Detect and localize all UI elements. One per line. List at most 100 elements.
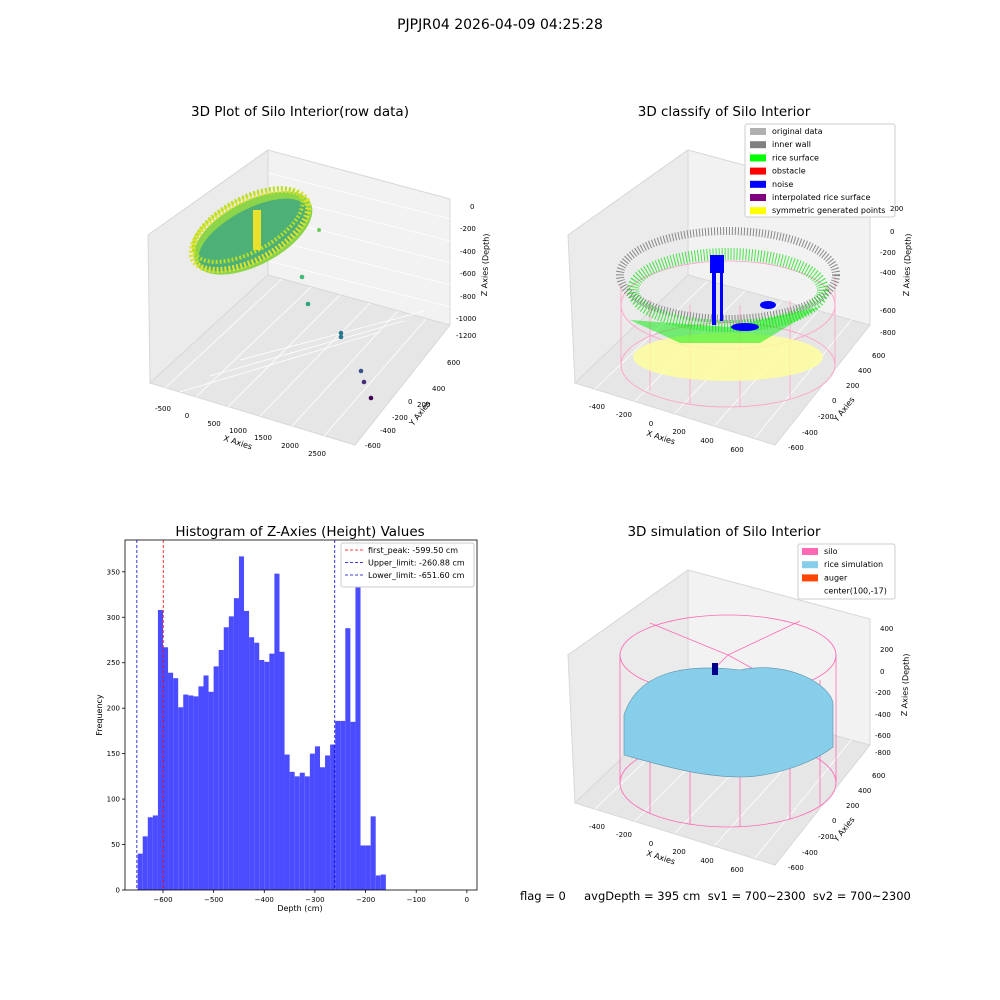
svg-text:0: 0 (880, 668, 884, 676)
histogram-bar (152, 815, 158, 890)
histogram-x-tick-label: −600 (153, 896, 172, 904)
svg-text:200: 200 (672, 428, 685, 436)
svg-text:-200: -200 (616, 411, 632, 419)
sim-z-label: Z Axies (Depth) (900, 653, 911, 716)
svg-text:0: 0 (470, 203, 474, 211)
raw-z-ticks: 0 -200 -400 -600 -800 -1000 -1200 (456, 203, 476, 340)
svg-text:-200: -200 (875, 689, 891, 697)
svg-text:500: 500 (207, 420, 220, 428)
footer-stats: flag = 0 avgDepth = 395 cm sv1 = 700~230… (520, 889, 911, 903)
svg-text:-800: -800 (875, 749, 891, 757)
simulation-legend: silo rice simulation auger center(100,-17) (797, 543, 896, 600)
classify-z-ticks: 200 0 -200 -400 -600 -800 (880, 205, 903, 337)
histogram-bar (193, 696, 199, 890)
simulation-panel-title: 3D simulation of Silo Interior (627, 524, 821, 540)
histogram-bar (223, 627, 229, 890)
svg-text:200: 200 (890, 205, 903, 213)
histogram-bar (284, 754, 290, 890)
histogram-bar (228, 616, 234, 890)
histogram-legend-label: Upper_limit: -260.88 cm (368, 559, 465, 568)
raw-x-ticks: -500 0 500 1000 1500 2000 2500 (155, 405, 326, 458)
histogram-bar (183, 694, 189, 890)
svg-text:0: 0 (408, 398, 412, 406)
svg-text:200: 200 (672, 848, 685, 856)
histogram-bar (330, 744, 336, 890)
histogram-frame (124, 539, 478, 891)
histogram-bar (314, 746, 320, 890)
svg-text:400: 400 (858, 367, 871, 375)
histogram-bar (269, 653, 275, 890)
svg-text:-200: -200 (392, 414, 408, 422)
svg-text:400: 400 (700, 437, 713, 445)
svg-text:-600: -600 (460, 270, 476, 278)
sim-x-ticks: -400 -200 0 200 400 600 (589, 823, 744, 874)
classify-legend-label: obstacle (772, 167, 806, 176)
svg-text:-200: -200 (880, 249, 896, 257)
classify-legend-label: rice surface (772, 153, 819, 162)
histogram-bar (289, 771, 295, 890)
classify-legend-swatch (750, 128, 766, 135)
classify-legend-label: original data (772, 127, 823, 136)
svg-text:400: 400 (858, 787, 871, 795)
sim-y-ticks: 600 400 200 0 -200 -400 -600 (788, 772, 885, 872)
histogram-bar (208, 691, 214, 890)
svg-text:600: 600 (872, 772, 885, 780)
histogram-bar (340, 720, 346, 890)
histogram-bar (335, 720, 341, 890)
classify-legend-label: symmetric generated points (772, 206, 885, 215)
classify-noise (710, 255, 776, 331)
classify-legend-swatch (750, 207, 766, 215)
svg-text:0: 0 (649, 840, 653, 848)
histogram-bar (254, 642, 260, 890)
classify-x-ticks: -400 -200 0 200 400 600 (589, 403, 744, 454)
histogram-title: Histogram of Z-Axies (Height) Values (175, 524, 424, 540)
svg-text:-500: -500 (155, 405, 171, 413)
histogram-y-tick-label: 350 (107, 568, 120, 576)
sim-legend-label: auger (824, 573, 848, 582)
svg-text:-200: -200 (818, 413, 834, 421)
classify-rice-surface (627, 248, 829, 332)
histogram-bar (173, 678, 179, 890)
histogram-bar (137, 853, 143, 890)
histogram-bar (142, 836, 148, 890)
svg-text:-400: -400 (589, 823, 605, 831)
histogram-x-tick-label: −300 (305, 896, 324, 904)
histogram-bar (345, 628, 351, 890)
raw-z-label: Z Axies (Depth) (480, 233, 491, 296)
classify-legend-swatch (750, 167, 766, 175)
histogram-bar (147, 817, 153, 890)
histogram-bar (244, 610, 250, 890)
svg-text:-600: -600 (875, 732, 891, 740)
classify-y-ticks: 600 400 200 0 -200 -400 -600 (788, 352, 885, 452)
svg-text:-200: -200 (616, 831, 632, 839)
classify-legend-label: noise (772, 180, 793, 189)
histogram-bar (157, 610, 163, 890)
svg-text:600: 600 (872, 352, 885, 360)
svg-text:-400: -400 (802, 429, 818, 437)
svg-text:200: 200 (880, 646, 893, 654)
svg-text:0: 0 (832, 397, 836, 405)
svg-text:-600: -600 (880, 307, 896, 315)
histogram-axes: −600 −500 −400 −300 −200 −100 0 0 50 100 150 200 250… (107, 539, 478, 904)
classify-symmetric-points (633, 333, 823, 381)
raw-point-cloud (188, 186, 374, 401)
svg-text:-200: -200 (460, 225, 476, 233)
histogram-y-tick-label: 300 (107, 614, 120, 622)
sim-legend-swatch (802, 561, 818, 569)
histogram-bar (178, 707, 184, 890)
svg-text:-600: -600 (788, 444, 804, 452)
svg-text:-400: -400 (875, 711, 891, 719)
classify-legend-swatch (750, 180, 766, 188)
sim-z-ticks: 400 200 0 -200 -400 -600 -800 (875, 625, 893, 757)
histogram-x-tick-label: −100 (407, 896, 426, 904)
classify-legend: original data inner wall rice surface obsta… (744, 123, 896, 218)
histogram-bar (213, 666, 219, 890)
svg-text:-400: -400 (880, 269, 896, 277)
svg-text:-400: -400 (460, 248, 476, 256)
histogram-legend-label: Lower_limit: -651.60 cm (368, 571, 465, 580)
classify-z-label: Z Axies (Depth) (902, 233, 913, 296)
histogram-bar (294, 776, 300, 890)
histogram-y-tick-label: 100 (107, 796, 120, 804)
raw-panel-title: 3D Plot of Silo Interior(row data) (191, 104, 409, 120)
histogram-panel: Histogram of Z-Axies (Height) Values −60… (0, 515, 500, 915)
